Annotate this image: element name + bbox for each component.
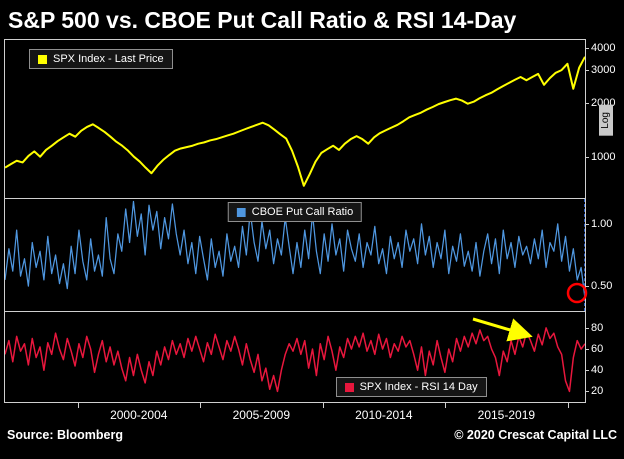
copyright-label: © 2020 Crescat Capital LLC	[454, 428, 617, 442]
y-tick-label: 3000	[584, 64, 616, 77]
log-scale-label: Log	[599, 104, 613, 136]
rsi-panel: SPX Index - RSI 14 Day 20 40 60 80	[5, 311, 603, 402]
x-tick-mark	[567, 403, 569, 408]
x-axis-label: 2015-2019	[477, 408, 536, 422]
x-tick-mark	[445, 403, 447, 408]
y-tick-label: 40	[584, 364, 604, 377]
put-call-legend-label: CBOE Put Call Ratio	[251, 206, 354, 218]
put_call-polyline	[5, 201, 585, 298]
y-tick-label: 20	[584, 385, 604, 398]
x-axis-label: 2005-2009	[232, 408, 290, 422]
source-label: Source: Bloomberg	[7, 428, 123, 442]
x-tick-mark	[200, 403, 202, 408]
x-tick-mark	[322, 403, 324, 408]
x-tick-mark	[77, 403, 79, 408]
y-tick-label: 4000	[584, 41, 616, 54]
spx-legend: SPX Index - Last Price	[29, 49, 173, 69]
cursor-dashed-line	[584, 199, 585, 311]
put-call-legend: CBOE Put Call Ratio	[227, 202, 363, 222]
footer: Source: Bloomberg © 2020 Crescat Capital…	[0, 423, 624, 442]
chart-area: SPX Index - Last Price 1000 2000 3000 4000 …	[4, 39, 615, 423]
rsi-legend-label: SPX Index - RSI 14 Day	[359, 381, 478, 393]
chart-title: S&P 500 vs. CBOE Put Call Ratio & RSI 14…	[8, 7, 517, 33]
rsi-trend-arrow-annotation	[472, 317, 533, 342]
put-call-legend-swatch	[236, 207, 246, 217]
y-tick-label: 1.00	[584, 217, 613, 230]
spx-line-series	[5, 40, 585, 198]
y-tick-label: 0.50	[584, 280, 613, 293]
y-tick-label: 80	[584, 321, 604, 334]
y-tick-label: 60	[584, 343, 604, 356]
chart-window: S&P 500 vs. CBOE Put Call Ratio & RSI 14…	[0, 7, 624, 442]
put-call-circle-annotation	[566, 282, 588, 304]
put-call-line-series	[5, 199, 585, 311]
spx-panel: SPX Index - Last Price 1000 2000 3000 4000 …	[5, 40, 615, 198]
rsi-legend: SPX Index - RSI 14 Day	[335, 377, 487, 397]
rsi-polyline	[5, 328, 585, 392]
chart-panels: SPX Index - Last Price 1000 2000 3000 4000 …	[4, 39, 615, 403]
y-tick-label: 1000	[584, 151, 616, 164]
spx-polyline	[5, 57, 585, 186]
spx-legend-label: SPX Index - Last Price	[53, 53, 164, 65]
x-axis-label: 2000-2004	[110, 408, 168, 422]
x-axis: 2000-2004 2005-2009 2010-2014 2015-2019	[4, 403, 586, 423]
put-call-panel: CBOE Put Call Ratio 0.50 1.00	[5, 198, 612, 311]
rsi-legend-swatch	[344, 382, 354, 392]
rsi-line-series	[5, 312, 585, 402]
spx-legend-swatch	[38, 54, 47, 64]
x-axis-label: 2010-2014	[355, 408, 413, 422]
